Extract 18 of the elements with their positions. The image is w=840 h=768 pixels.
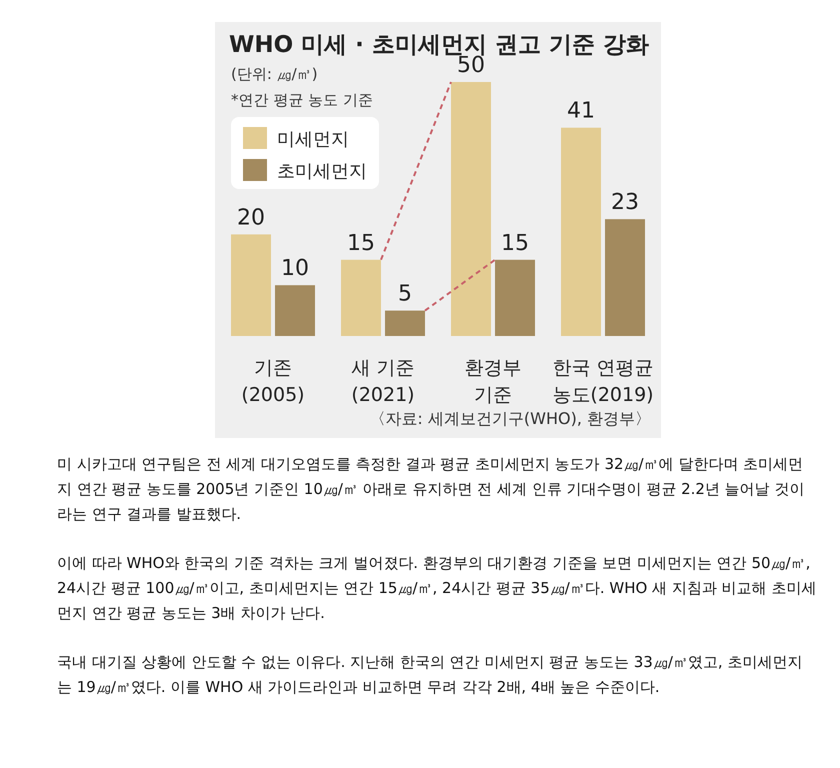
data-label: 23 <box>611 190 639 216</box>
chart-subtitle: (단위: ㎍/㎥) *연간 평균 농도 기준 <box>231 65 373 109</box>
text: 〈자료: 세계보건기구(WHO), 환경부〉 <box>369 409 651 428</box>
legend-label: 초미세먼지 <box>277 161 367 182</box>
text: 이에 따라 WHO와 한국의 기준 격차는 크게 벌어졌다. 환경부의 대기환경 기준을 보면 미세먼지는 연간 50㎍/㎥, 24시간 평균 100㎍/㎥이고, 초미세먼지는 연간 15㎍/㎥, 24시간 평균 35㎍/㎥다. WHO 새 지침과 비교해 초미세먼지 연간 평균 농도는 3배 차이가 난다. <box>57 553 817 624</box>
x-tick-label: 새 기준 (2021) <box>351 357 415 406</box>
data-label: 20 <box>237 205 265 230</box>
data-label: 15 <box>347 230 375 256</box>
x-tick-label: 환경부 기준 <box>464 357 522 406</box>
data-label: 10 <box>281 256 309 282</box>
data-label: 41 <box>567 98 595 124</box>
data-label: 5 <box>398 282 412 307</box>
text: 국내 대기질 상황에 안도할 수 없는 이유다. 지난해 한국의 연간 미세먼지 평균 농도는 33㎍/㎥였고, 초미세먼지는 19㎍/㎥였다. 이를 WHO 새 가이드라인과 비교하면 무려 각각 2배, 4배 높은 수준이다. <box>57 652 804 698</box>
x-tick-label: 기존 (2005) <box>241 357 305 406</box>
text: 미 시카고대 연구팀은 전 세계 대기오염도를 측정한 결과 평균 초미세먼지 농도가 32㎍/㎥에 달한다며 초미세먼지 연간 평균 농도를 2005년 기준인 10㎍/㎥ 아래로 유지하면 전 세계 인류 기대수명이 평균 2.2년 늘어날 것이라는 연구 결과를 발표했다. <box>57 454 806 525</box>
x-tick-label: 한국 연평균 농도(2019) <box>552 357 654 406</box>
data-label: 15 <box>501 230 529 256</box>
legend-label: 미세먼지 <box>277 129 349 150</box>
